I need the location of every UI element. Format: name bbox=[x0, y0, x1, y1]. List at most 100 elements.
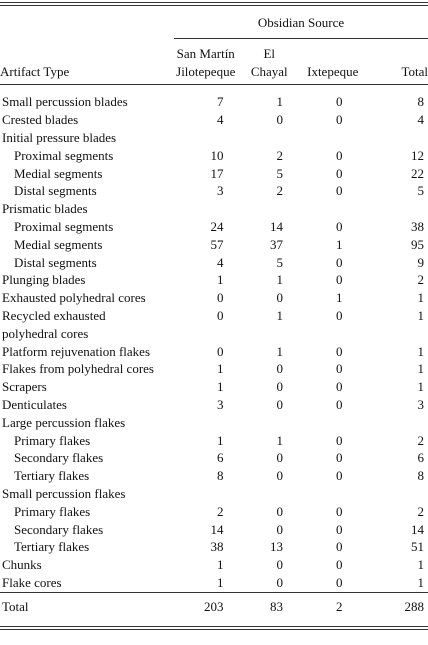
value-cell: 1 bbox=[174, 432, 238, 450]
value-cell: 8 bbox=[174, 467, 238, 485]
value-cell: 10 bbox=[174, 147, 238, 165]
empty-cell bbox=[365, 129, 428, 147]
row-label-cell: Plunging blades bbox=[0, 271, 174, 289]
value-cell: 8 bbox=[365, 85, 428, 111]
spanner-header: Obsidian Source bbox=[174, 4, 428, 38]
value-cell: 1 bbox=[174, 360, 238, 378]
column-header: Artifact Type bbox=[0, 38, 174, 85]
value-cell: 0 bbox=[301, 556, 365, 574]
value-cell: 1 bbox=[301, 236, 365, 254]
value-cell: 1 bbox=[238, 85, 302, 111]
value-cell: 57 bbox=[174, 236, 238, 254]
row-label: Crested blades bbox=[2, 111, 162, 129]
row-label: Platform rejuvenation flakes bbox=[2, 343, 162, 361]
column-header: Total bbox=[365, 38, 428, 85]
row-label-cell: Platform rejuvenation flakes bbox=[0, 343, 174, 361]
row-label: Secondary flakes bbox=[14, 521, 174, 539]
value-cell: 1 bbox=[238, 271, 302, 289]
value-cell: 5 bbox=[238, 254, 302, 272]
total-cell: 288 bbox=[365, 592, 428, 627]
row-label-cell: Proximal segments bbox=[0, 147, 174, 165]
value-cell: 0 bbox=[301, 432, 365, 450]
row-label: Large percussion flakes bbox=[2, 414, 162, 432]
value-cell: 7 bbox=[174, 85, 238, 111]
empty-cell bbox=[174, 129, 238, 147]
empty-cell bbox=[174, 414, 238, 432]
value-cell: 0 bbox=[174, 289, 238, 307]
value-cell: 1 bbox=[174, 378, 238, 396]
value-cell: 0 bbox=[301, 378, 365, 396]
row-label-cell: Primary flakes bbox=[0, 432, 174, 450]
value-cell: 1 bbox=[301, 289, 365, 307]
value-cell: 38 bbox=[365, 218, 428, 236]
empty-cell bbox=[174, 200, 238, 218]
table-row: Initial pressure blades bbox=[0, 129, 428, 147]
value-cell: 1 bbox=[365, 574, 428, 592]
value-cell: 1 bbox=[238, 343, 302, 361]
row-label-cell: Small percussion flakes bbox=[0, 485, 174, 503]
value-cell: 2 bbox=[365, 432, 428, 450]
value-cell: 2 bbox=[238, 147, 302, 165]
value-cell: 2 bbox=[174, 503, 238, 521]
row-label: Recycled exhausted polyhedral cores bbox=[2, 307, 162, 343]
row-label: Plunging blades bbox=[2, 271, 162, 289]
row-label-cell: Chunks bbox=[0, 556, 174, 574]
value-cell: 0 bbox=[238, 556, 302, 574]
row-label-cell: Secondary flakes bbox=[0, 521, 174, 539]
row-label: Small percussion blades bbox=[2, 93, 162, 111]
row-label: Prismatic blades bbox=[2, 200, 162, 218]
value-cell: 0 bbox=[301, 396, 365, 414]
value-cell: 22 bbox=[365, 165, 428, 183]
row-label-cell: Large percussion flakes bbox=[0, 414, 174, 432]
value-cell: 3 bbox=[365, 396, 428, 414]
row-label-cell: Initial pressure blades bbox=[0, 129, 174, 147]
value-cell: 0 bbox=[238, 503, 302, 521]
total-cell: 2 bbox=[301, 592, 365, 627]
value-cell: 1 bbox=[174, 556, 238, 574]
column-header: Ixtepeque bbox=[301, 38, 365, 85]
value-cell: 0 bbox=[301, 147, 365, 165]
row-label-cell: Denticulates bbox=[0, 396, 174, 414]
value-cell: 13 bbox=[238, 538, 302, 556]
empty-cell bbox=[365, 200, 428, 218]
value-cell: 4 bbox=[174, 111, 238, 129]
empty-cell bbox=[365, 485, 428, 503]
value-cell: 2 bbox=[365, 271, 428, 289]
empty-cell bbox=[301, 129, 365, 147]
value-cell: 24 bbox=[174, 218, 238, 236]
value-cell: 1 bbox=[365, 343, 428, 361]
value-cell: 1 bbox=[365, 360, 428, 378]
value-cell: 8 bbox=[365, 467, 428, 485]
value-cell: 0 bbox=[301, 467, 365, 485]
row-label-cell: Secondary flakes bbox=[0, 449, 174, 467]
value-cell: 6 bbox=[365, 449, 428, 467]
row-label-cell: Medial segments bbox=[0, 236, 174, 254]
empty-cell bbox=[238, 200, 302, 218]
value-cell: 0 bbox=[301, 360, 365, 378]
value-cell: 1 bbox=[174, 574, 238, 592]
value-cell: 0 bbox=[238, 289, 302, 307]
row-label: Secondary flakes bbox=[14, 449, 174, 467]
row-label-cell: Crested blades bbox=[0, 111, 174, 129]
value-cell: 0 bbox=[301, 182, 365, 200]
value-cell: 2 bbox=[238, 182, 302, 200]
value-cell: 1 bbox=[238, 432, 302, 450]
header-line: San Martín bbox=[177, 46, 235, 61]
empty-cell bbox=[365, 414, 428, 432]
row-label: Initial pressure blades bbox=[2, 129, 162, 147]
row-label-cell: Distal segments bbox=[0, 254, 174, 272]
value-cell: 4 bbox=[174, 254, 238, 272]
row-label: Tertiary flakes bbox=[14, 467, 174, 485]
